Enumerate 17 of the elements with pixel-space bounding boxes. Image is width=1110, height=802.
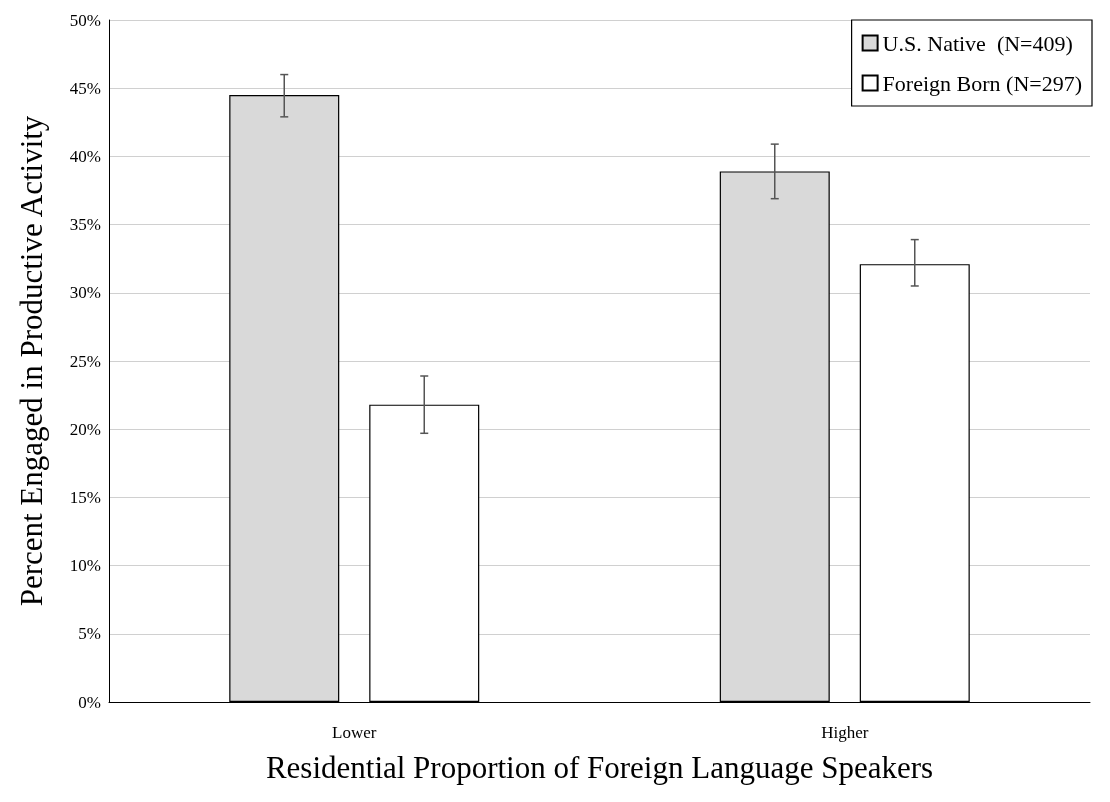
y-axis-title: Percent Engaged in Productive Activity <box>14 115 49 607</box>
x-tick-label: Lower <box>332 723 377 742</box>
legend-label: U.S. Native (N=409) <box>882 30 1073 56</box>
y-tick-label: 45% <box>69 78 101 98</box>
y-tick-label: 35% <box>69 215 101 235</box>
y-tick-label: 0% <box>78 692 101 712</box>
y-tick-label: 15% <box>69 487 101 507</box>
y-tick-label: 10% <box>69 556 101 576</box>
y-tick-label: 40% <box>69 146 101 166</box>
y-tick-label: 50% <box>69 10 101 30</box>
y-tick-label: 20% <box>69 419 101 439</box>
x-axis-title: Residential Proportion of Foreign Language Speakers <box>265 750 934 785</box>
y-tick-label: 5% <box>78 624 101 644</box>
y-tick-label: 30% <box>69 283 101 303</box>
legend-label: Foreign Born (N=297) <box>882 70 1082 96</box>
y-tick-label: 25% <box>69 351 101 371</box>
x-tick-label: Higher <box>821 723 869 742</box>
